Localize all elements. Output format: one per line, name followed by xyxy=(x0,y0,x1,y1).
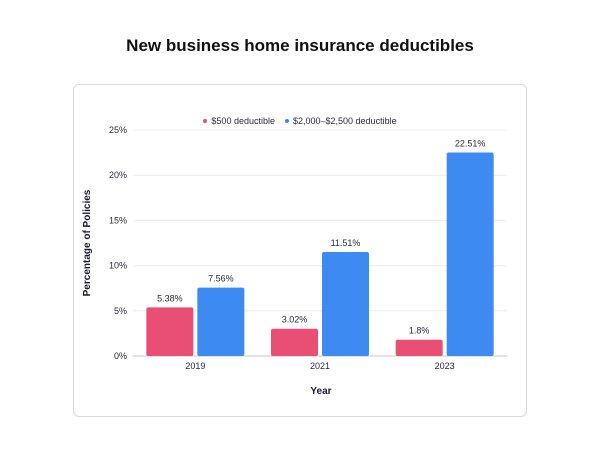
data-label: 7.56% xyxy=(208,274,234,284)
y-tick-label: 15% xyxy=(109,215,127,225)
x-tick-label: 2021 xyxy=(310,361,330,371)
bar xyxy=(271,328,318,356)
chart-legend: $500 deductible $2,000–$2,500 deductible xyxy=(0,116,600,126)
y-axis-title: Percentage of Policies xyxy=(82,189,93,296)
bar xyxy=(197,287,245,356)
bar xyxy=(446,152,494,356)
legend-marker-500 xyxy=(203,119,208,123)
legend-item-2000-2500: $2,000–$2,500 deductible xyxy=(284,116,397,126)
data-label: 1.8% xyxy=(409,326,430,336)
y-tick-label: 10% xyxy=(109,261,127,271)
x-tick-label: 2023 xyxy=(435,361,455,371)
y-tick-label: 20% xyxy=(109,170,127,180)
legend-label-2000-2500: $2,000–$2,500 deductible xyxy=(292,116,397,126)
y-tick-label: 5% xyxy=(114,306,127,316)
legend-marker-2000-2500 xyxy=(284,119,289,123)
bar xyxy=(322,251,369,356)
x-tick-label: 2019 xyxy=(185,361,205,371)
y-tick-label: 0% xyxy=(114,351,127,361)
bar xyxy=(146,307,194,356)
y-tick-label: 25% xyxy=(109,125,127,135)
chart-title: New business home insurance deductibles xyxy=(126,36,474,55)
x-axis-title: Year xyxy=(310,386,331,397)
bar xyxy=(395,339,443,356)
legend-item-500: $500 deductible xyxy=(203,116,275,126)
data-label: 22.51% xyxy=(455,139,486,149)
data-label: 5.38% xyxy=(157,293,183,303)
legend-label-500: $500 deductible xyxy=(211,116,275,126)
data-label: 3.02% xyxy=(282,315,308,325)
data-label: 11.51% xyxy=(331,238,361,248)
